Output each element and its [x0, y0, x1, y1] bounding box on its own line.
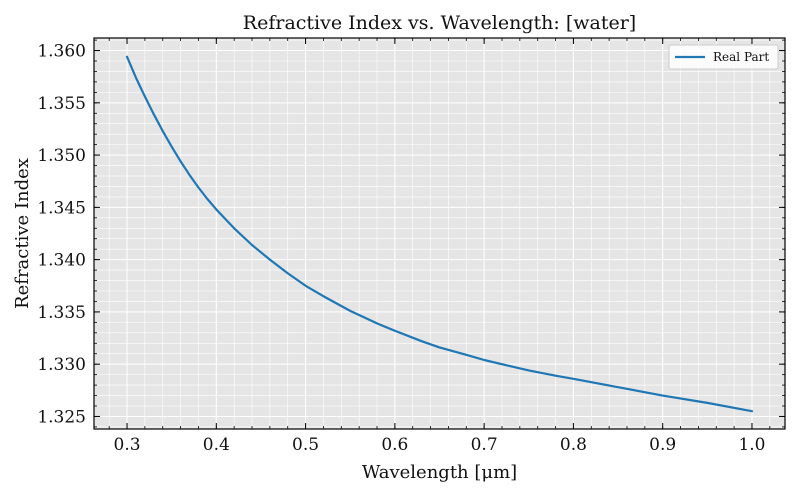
y-tick-label: 1.325 — [37, 407, 86, 427]
y-tick-label: 1.340 — [37, 251, 86, 271]
series-layer — [125, 55, 754, 413]
y-axis-label: Refractive Index — [12, 158, 33, 309]
plot-frame — [93, 37, 786, 430]
y-tick-label: 1.335 — [37, 303, 86, 323]
x-tick-label: 0.8 — [560, 435, 587, 455]
axis-ticks — [94, 38, 785, 429]
x-tick-label: 0.7 — [471, 435, 498, 455]
x-tick-label: 0.4 — [203, 435, 230, 455]
y-tick-label: 1.360 — [37, 42, 86, 62]
legend-label-real-part: Real Part — [713, 50, 769, 64]
y-tick-label: 1.350 — [37, 146, 86, 166]
x-tick-label: 0.9 — [649, 435, 676, 455]
x-tick-label: 0.6 — [381, 435, 408, 455]
tick-labels: 0.3 0.4 0.5 0.6 0.7 0.8 0.9 1.0 1.325 1.330 1.335 1… — [37, 42, 765, 455]
x-tick-label: 1.0 — [738, 435, 765, 455]
x-axis-label: Wavelength [μm] — [362, 462, 517, 483]
chart-title: Refractive Index vs. Wavelength: [water] — [243, 12, 636, 34]
x-tick-label: 0.5 — [292, 435, 319, 455]
y-tick-label: 1.330 — [37, 355, 86, 375]
x-tick-label: 0.3 — [114, 435, 141, 455]
plot-background — [94, 38, 785, 429]
legend: Real Part — [668, 44, 779, 70]
series-line-real-part — [125, 55, 754, 413]
y-tick-label: 1.345 — [37, 198, 86, 218]
y-tick-label: 1.355 — [37, 94, 86, 114]
legend-box — [668, 44, 779, 70]
